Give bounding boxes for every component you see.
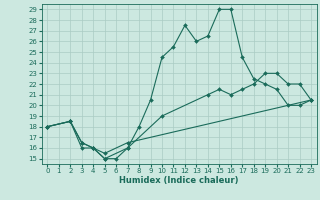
X-axis label: Humidex (Indice chaleur): Humidex (Indice chaleur) (119, 176, 239, 185)
